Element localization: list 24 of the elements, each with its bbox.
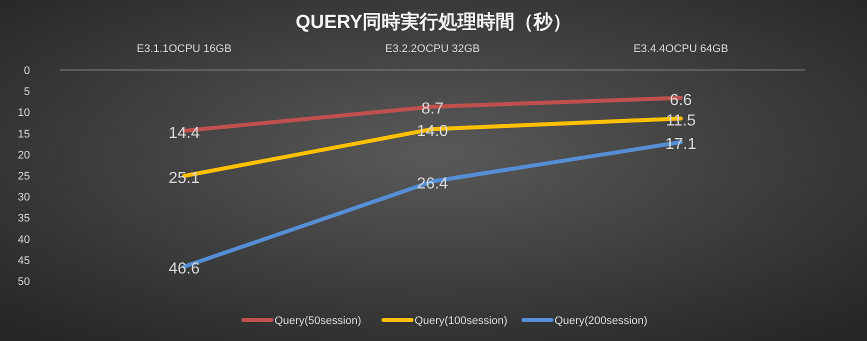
data-label: 25.1 bbox=[168, 170, 200, 187]
legend-label: Query(100session) bbox=[414, 315, 508, 327]
data-label: 11.5 bbox=[666, 112, 696, 130]
legend-label: Query(200session) bbox=[554, 315, 648, 327]
y-tick-label: 25 bbox=[18, 170, 30, 182]
x-tick-label: E3.1.1OCPU 16GB bbox=[136, 43, 232, 55]
data-label: 46.6 bbox=[168, 260, 200, 278]
chart-title: QUERY同時実行処理時間（秒） bbox=[296, 11, 572, 33]
x-tick-label: E3.2.2OCPU 32GB bbox=[385, 43, 480, 55]
x-tick-label: E3.4.4OCPU 64GB bbox=[633, 43, 728, 55]
data-label: 6.6 bbox=[670, 92, 692, 109]
y-tick-label: 35 bbox=[18, 212, 30, 225]
y-tick-label: 0 bbox=[24, 65, 30, 77]
y-tick-label: 50 bbox=[18, 276, 30, 288]
y-tick-label: 15 bbox=[18, 128, 30, 140]
y-tick-label: 30 bbox=[18, 192, 30, 204]
data-label: 17.1 bbox=[665, 136, 697, 154]
y-tick-label: 40 bbox=[18, 234, 30, 246]
y-tick-label: 5 bbox=[24, 86, 30, 98]
y-tick-label: 45 bbox=[18, 254, 30, 267]
legend-label: Query(50session) bbox=[274, 315, 362, 327]
y-tick-label: 20 bbox=[18, 149, 30, 162]
y-tick-label: 10 bbox=[18, 107, 30, 120]
data-label: 14.4 bbox=[168, 124, 200, 142]
